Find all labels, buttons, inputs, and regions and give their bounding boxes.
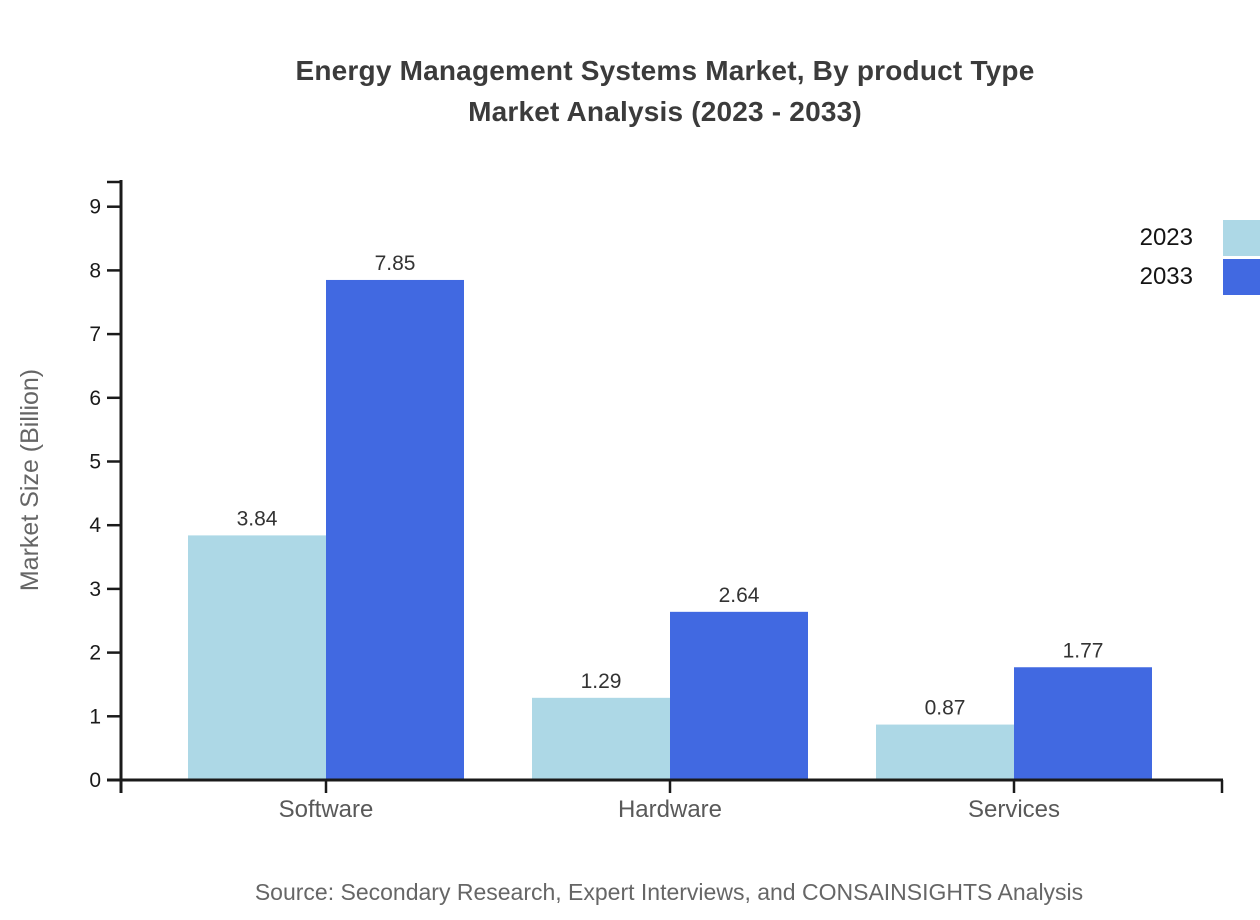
bar-value-label-2023-hardware: 1.29 bbox=[581, 670, 622, 693]
source-note: Source: Secondary Research, Expert Inter… bbox=[254, 879, 1084, 905]
bar-2033-hardware bbox=[670, 611, 808, 780]
legend: 2023 2033 bbox=[1140, 220, 1260, 295]
legend-swatch-2033 bbox=[1223, 259, 1260, 295]
x-tick-label-services: Services bbox=[968, 796, 1060, 823]
legend-item-2023: 2023 bbox=[1140, 220, 1260, 256]
bar-value-label-2033-software: 7.85 bbox=[375, 252, 416, 275]
chart-title: Energy Management Systems Market, By pro… bbox=[70, 50, 1260, 132]
y-tick-label-7: 7 bbox=[89, 323, 101, 346]
legend-swatch-2023 bbox=[1223, 220, 1260, 256]
x-tick-label-software: Software bbox=[279, 796, 374, 823]
bar-2023-software bbox=[188, 535, 326, 780]
chart-title-line2: Market Analysis (2023 - 2033) bbox=[468, 96, 862, 127]
x-tick-label-hardware: Hardware bbox=[618, 796, 722, 823]
y-tick-label-2: 2 bbox=[89, 642, 101, 665]
y-tick-label-8: 8 bbox=[89, 259, 101, 282]
legend-label-2023: 2023 bbox=[1139, 224, 1193, 251]
bar-2023-hardware bbox=[532, 697, 670, 780]
legend-label-2033: 2033 bbox=[1139, 263, 1193, 290]
bar-2033-services bbox=[1014, 667, 1152, 780]
bar-2033-software bbox=[326, 279, 464, 780]
y-tick-label-3: 3 bbox=[89, 578, 101, 601]
y-tick-label-0: 0 bbox=[89, 769, 101, 792]
bar-value-label-2033-hardware: 2.64 bbox=[719, 584, 760, 607]
bar-value-label-2023-services: 0.87 bbox=[925, 697, 966, 720]
bar-value-label-2033-services: 1.77 bbox=[1063, 639, 1104, 662]
y-tick-label-6: 6 bbox=[89, 387, 101, 410]
y-tick-label-5: 5 bbox=[89, 451, 101, 474]
y-tick-label-4: 4 bbox=[89, 514, 101, 537]
legend-item-2033: 2033 bbox=[1140, 259, 1260, 295]
y-tick-label-1: 1 bbox=[89, 705, 101, 728]
y-tick-label-9: 9 bbox=[89, 196, 101, 219]
bar-value-label-2023-software: 3.84 bbox=[237, 507, 278, 530]
bar-2023-services bbox=[876, 724, 1014, 780]
chart-title-line1: Energy Management Systems Market, By pro… bbox=[295, 55, 1035, 86]
